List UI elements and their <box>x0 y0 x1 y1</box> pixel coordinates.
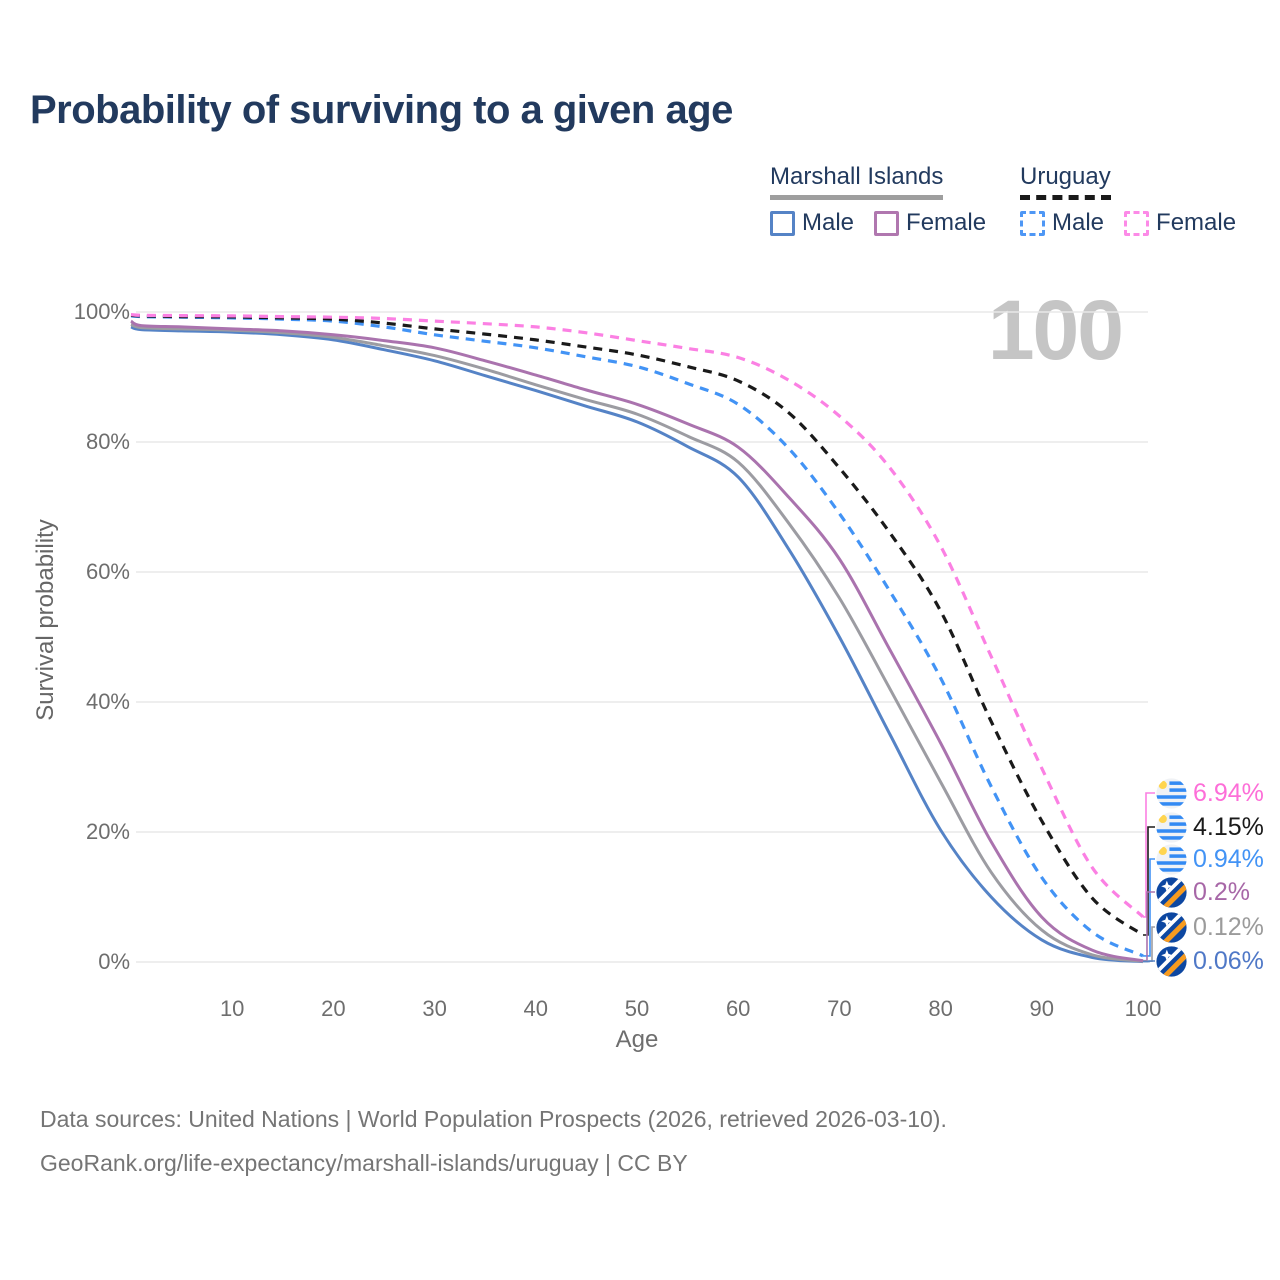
x-tick-100: 100 <box>1124 996 1162 1021</box>
legend-group-uruguay: Uruguay Male Female <box>1020 163 1236 237</box>
curve-marshall-islands-both-sexes <box>130 322 1144 963</box>
end-value-label-marshall-islands-both-sexes: 0.12% <box>1193 913 1264 941</box>
uruguay-flag-icon <box>1156 844 1187 875</box>
legend-item-marshall-islands-male[interactable]: Male <box>770 209 854 237</box>
legend-items-row: Male Female <box>770 209 986 237</box>
leader-line <box>1143 960 1155 963</box>
x-tick-80: 80 <box>928 996 953 1021</box>
legend-item-label: Female <box>906 209 987 236</box>
curve-uruguay-both-sexes <box>130 313 1144 937</box>
end-value-label-uruguay-male: 0.94% <box>1193 845 1264 873</box>
marshall-islands-flag-icon <box>1156 877 1187 908</box>
x-tick-10: 10 <box>219 996 245 1021</box>
y-tick-80: 80% <box>85 429 130 454</box>
uruguay-flag-icon <box>1156 778 1187 809</box>
y-tick-20: 20% <box>85 819 130 844</box>
x-tick-70: 70 <box>827 996 852 1021</box>
x-axis-title: Age <box>615 1026 659 1053</box>
curve-uruguay-male <box>130 314 1144 958</box>
legend-item-uruguay-female[interactable]: Female <box>1124 209 1236 237</box>
x-tick-90: 90 <box>1029 996 1055 1021</box>
curve-marshall-islands-male <box>130 325 1144 964</box>
marshall-islands-flag-icon <box>1156 946 1187 977</box>
y-tick-40: 40% <box>85 689 130 714</box>
marshall-islands-flag-icon <box>1156 912 1187 943</box>
age-watermark: 100 <box>987 283 1124 377</box>
x-tick-20: 20 <box>321 996 346 1021</box>
legend-swatch-dashed <box>1020 210 1045 236</box>
leader-line <box>1143 858 1155 957</box>
curve-marshall-islands-female <box>130 319 1144 963</box>
leader-line <box>1143 792 1155 918</box>
y-tick-100: 100% <box>73 299 130 324</box>
leader-line <box>1143 926 1155 962</box>
legend-item-marshall-islands-female[interactable]: Female <box>874 209 986 237</box>
legend-item-label: Male <box>802 209 855 236</box>
page-title: Probability of surviving to a given age <box>30 88 733 132</box>
end-value-label-uruguay-female: 6.94% <box>1193 779 1264 807</box>
legend-swatch-solid <box>874 210 900 236</box>
leader-line <box>1143 826 1155 936</box>
legend-group-marshall-islands: Marshall Islands Male Female <box>770 163 986 237</box>
curve-uruguay-female <box>130 313 1145 919</box>
end-value-label-uruguay-both-sexes: 4.15% <box>1193 813 1264 841</box>
data-sources-line: Data sources: United Nations | World Pop… <box>40 1106 947 1132</box>
x-tick-30: 30 <box>422 996 447 1021</box>
end-value-label-marshall-islands-male: 0.06% <box>1193 947 1264 975</box>
attribution-line: GeoRank.org/life-expectancy/marshall-isl… <box>40 1150 688 1176</box>
legend-country-label: Marshall Islands <box>770 163 944 200</box>
y-tick-0: 0% <box>98 949 130 974</box>
x-tick-40: 40 <box>523 996 549 1021</box>
x-tick-60: 60 <box>725 996 751 1021</box>
x-tick-50: 50 <box>624 996 650 1021</box>
legend-items-row: Male Female <box>1020 209 1236 237</box>
legend-item-uruguay-male[interactable]: Male <box>1020 209 1104 237</box>
footer: Data sources: United Nations | World Pop… <box>40 1106 947 1194</box>
leader-line <box>1143 891 1155 962</box>
legend-swatch-solid <box>770 210 795 236</box>
end-value-label-marshall-islands-female: 0.2% <box>1193 878 1250 906</box>
y-tick-60: 60% <box>85 559 130 584</box>
legend-item-label: Male <box>1052 209 1105 236</box>
uruguay-flag-icon <box>1156 812 1187 843</box>
legend-country-label: Uruguay <box>1020 163 1111 200</box>
legend-item-label: Female <box>1156 209 1237 236</box>
legend-swatch-dashed <box>1124 210 1150 236</box>
